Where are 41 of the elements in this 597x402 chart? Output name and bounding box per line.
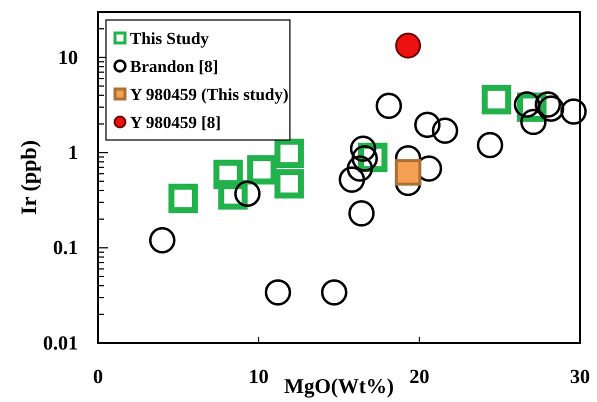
point <box>514 91 540 118</box>
point <box>218 180 248 210</box>
point <box>274 138 304 168</box>
point <box>149 227 176 254</box>
x-tick-label: 20 <box>409 366 430 388</box>
point <box>414 112 441 138</box>
point <box>394 159 422 186</box>
point <box>560 98 587 125</box>
y-tick-label: 10 <box>58 46 78 69</box>
point <box>274 169 304 199</box>
point <box>213 160 243 190</box>
x-tick-label: 0 <box>93 366 103 388</box>
legend-label: This Study <box>130 29 210 48</box>
point <box>348 200 375 227</box>
y-axis-title: Ir (ppb) <box>16 140 41 215</box>
y-tick-label: 1 <box>68 142 78 164</box>
point <box>538 95 564 122</box>
point <box>346 155 374 182</box>
point <box>320 279 348 306</box>
legend-label: Y 980459 [8] <box>130 113 221 132</box>
point <box>168 184 198 214</box>
point <box>338 166 366 193</box>
point <box>247 155 277 185</box>
point <box>350 135 376 162</box>
point <box>520 108 547 136</box>
point <box>476 132 504 158</box>
y-tick-label: 0.01 <box>43 332 78 354</box>
legend-label: Brandon [8] <box>130 57 218 76</box>
point <box>395 32 422 59</box>
point <box>482 84 512 114</box>
legend-label: Y 980459 (This study) <box>130 85 289 104</box>
point <box>376 92 402 120</box>
point <box>351 145 378 172</box>
x-axis-title: MgO(Wt%) <box>284 374 394 398</box>
point <box>432 117 458 144</box>
x-tick-label: 10 <box>248 366 269 388</box>
x-tick-label: 30 <box>570 366 590 388</box>
y-tick-label: 0.1 <box>53 237 78 260</box>
point <box>534 91 562 118</box>
point <box>264 279 292 306</box>
point <box>234 180 261 207</box>
